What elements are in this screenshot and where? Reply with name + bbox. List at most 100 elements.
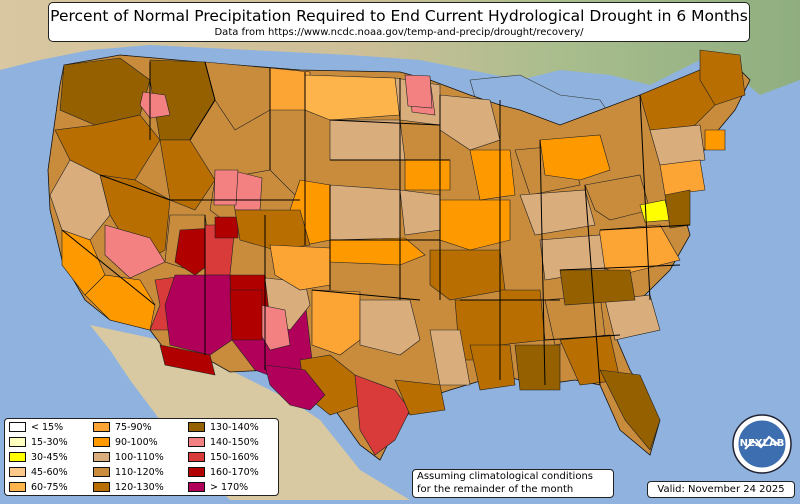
legend-swatch xyxy=(188,451,205,462)
legend-label: 15-30% xyxy=(31,437,68,448)
legend-label: 130-140% xyxy=(210,422,259,433)
legend-entry: 60-75% xyxy=(9,481,68,494)
legend-swatch xyxy=(188,436,205,447)
drought-region xyxy=(264,364,326,411)
title-box: Percent of Normal Precipitation Required… xyxy=(48,2,750,42)
drought-region xyxy=(649,124,706,166)
map-title: Percent of Normal Precipitation Required… xyxy=(50,7,748,25)
drought-region xyxy=(559,269,636,306)
drought-region xyxy=(229,289,263,341)
legend-entry: 75-90% xyxy=(93,421,152,434)
svg-text:NEXLAB: NEXLAB xyxy=(740,438,785,449)
legend-swatch xyxy=(93,436,110,447)
drought-region xyxy=(469,149,516,201)
drought-region xyxy=(311,289,361,356)
drought-region xyxy=(584,174,651,221)
state-border xyxy=(189,61,216,141)
state-border xyxy=(599,224,691,231)
legend-label: 140-150% xyxy=(210,437,259,448)
drought-region xyxy=(404,159,451,191)
drought-region xyxy=(604,294,661,341)
drought-region xyxy=(159,139,216,211)
legend-entry: 90-100% xyxy=(93,436,158,449)
legend-swatch xyxy=(9,466,26,477)
legend-swatch xyxy=(9,421,26,432)
drought-region xyxy=(704,129,726,151)
state-border xyxy=(61,229,156,306)
legend-entry: 45-60% xyxy=(9,466,68,479)
drought-region xyxy=(159,344,216,376)
drought-region xyxy=(329,184,401,241)
legend-swatch xyxy=(93,451,110,462)
drought-region xyxy=(304,74,401,121)
drought-region xyxy=(214,216,239,239)
legend-label: 150-160% xyxy=(210,452,259,463)
mexico-land xyxy=(90,325,410,500)
legend-label: 90-100% xyxy=(115,437,158,448)
drought-region xyxy=(469,344,516,391)
legend-label: 120-130% xyxy=(115,482,164,493)
drought-region xyxy=(514,344,561,391)
legend-entry: 160-170% xyxy=(188,466,259,479)
legend-label: 160-170% xyxy=(210,467,259,478)
drought-region xyxy=(104,224,166,279)
legend-entry: 120-130% xyxy=(93,481,164,494)
drought-region xyxy=(213,169,239,206)
legend-swatch xyxy=(93,481,110,492)
legend-entry: 140-150% xyxy=(188,436,259,449)
legend-entry: > 170% xyxy=(188,481,249,494)
drought-region xyxy=(394,379,446,416)
drought-region xyxy=(519,189,596,236)
drought-region xyxy=(329,119,406,161)
drought-region xyxy=(699,49,746,106)
drought-region xyxy=(359,299,421,356)
drought-region xyxy=(429,249,506,301)
legend-label: 110-120% xyxy=(115,467,164,478)
valid-date: Valid: November 24 2025 xyxy=(647,481,795,498)
drought-region xyxy=(404,74,433,109)
legend: < 15% 15-30% 30-45% 45-60% 60-75% 75-90% 90-10… xyxy=(4,418,279,496)
legend-entry: 110-120% xyxy=(93,466,164,479)
legend-entry: < 15% xyxy=(9,421,64,434)
note-line-1: Assuming climatological conditions xyxy=(417,471,593,482)
legend-entry: 30-45% xyxy=(9,451,68,464)
state-border xyxy=(584,184,601,386)
state-border xyxy=(544,334,621,341)
legend-swatch xyxy=(9,451,26,462)
legend-entry: 130-140% xyxy=(188,421,259,434)
assumption-note: Assuming climatological conditions for t… xyxy=(412,469,614,498)
state-border xyxy=(329,119,441,126)
drought-region xyxy=(399,189,441,236)
legend-entry: 15-30% xyxy=(9,436,68,449)
drought-region xyxy=(429,329,471,386)
legend-swatch xyxy=(93,466,110,477)
legend-swatch xyxy=(9,481,26,492)
state-border xyxy=(559,264,681,271)
legend-label: 60-75% xyxy=(31,482,68,493)
legend-swatch xyxy=(188,481,205,492)
drought-region xyxy=(269,244,331,291)
drought-region xyxy=(164,274,233,356)
legend-swatch xyxy=(9,436,26,447)
legend-swatch xyxy=(93,421,110,432)
drought-region xyxy=(539,134,611,181)
legend-label: 30-45% xyxy=(31,452,68,463)
drought-region xyxy=(639,69,721,131)
drought-region xyxy=(269,67,311,111)
drought-region xyxy=(499,289,546,346)
map-subtitle: Data from https://www.ncdc.noaa.gov/temp… xyxy=(214,27,584,38)
legend-label: > 170% xyxy=(210,482,249,493)
drought-region xyxy=(599,369,661,451)
legend-label: 100-110% xyxy=(115,452,164,463)
state-border xyxy=(311,289,421,301)
legend-label: < 15% xyxy=(31,422,64,433)
note-line-2: for the remainder of the month xyxy=(417,483,574,495)
drought-region xyxy=(139,91,171,119)
legend-swatch xyxy=(188,466,205,477)
legend-entry: 150-160% xyxy=(188,451,259,464)
legend-label: 75-90% xyxy=(115,422,152,433)
state-border xyxy=(539,139,546,386)
drought-region xyxy=(659,159,706,196)
